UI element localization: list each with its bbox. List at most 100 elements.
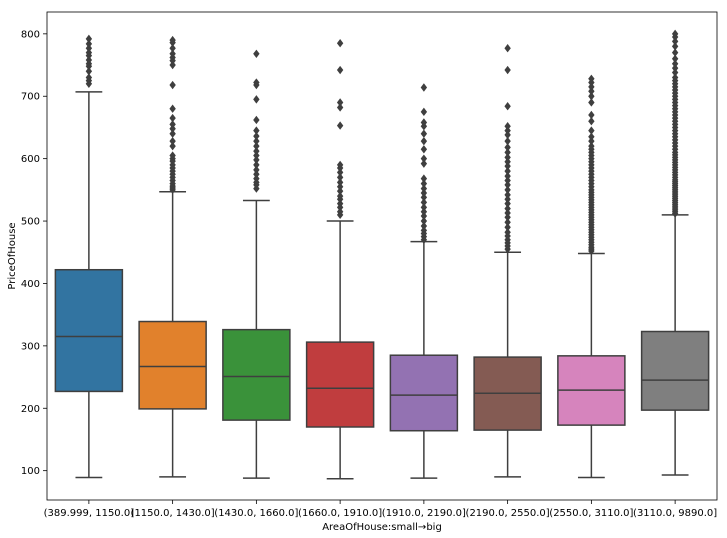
outlier-point-5-22 [420, 118, 428, 127]
outlier-point-5-4 [420, 226, 428, 235]
outlier-point-6-24 [504, 143, 511, 152]
y-tick-label-400: 400 [21, 279, 40, 290]
plot-area-background [47, 12, 717, 500]
outlier-point-7-43 [588, 126, 595, 135]
outlier-point-6-31 [504, 43, 511, 53]
outlier-point-2-18 [169, 120, 176, 129]
outlier-point-8-57 [671, 59, 679, 68]
outlier-point-2-22 [169, 60, 176, 70]
outlier-point-1-12 [85, 34, 93, 44]
outlier-point-1-11 [85, 39, 93, 49]
plot-frame [46, 11, 718, 501]
outlier-point-4-13 [336, 160, 344, 170]
outlier-point-5-11 [420, 193, 428, 202]
outlier-point-7-46 [588, 98, 595, 107]
x-tick-label-5: (1910.0, 2190.0] [382, 508, 466, 519]
outlier-point-5-6 [420, 216, 428, 226]
outlier-point-6-6 [504, 228, 511, 237]
outlier-point-8-61 [671, 37, 679, 46]
outlier-point-6-18 [504, 171, 511, 181]
outlier-point-1-10 [85, 43, 93, 53]
outlier-point-4-18 [336, 39, 344, 48]
x-tick-label-6: (2190.0, 2550.0] [466, 508, 550, 519]
outlier-point-1-3 [85, 73, 93, 82]
x-tick-label-2: (1150.0, 1430.0] [131, 508, 215, 519]
outlier-point-7-48 [588, 87, 595, 96]
outlier-point-6-11 [504, 204, 511, 213]
outlier-point-7-51 [588, 74, 595, 83]
outlier-point-8-54 [671, 73, 679, 82]
outlier-point-5-8 [420, 207, 428, 216]
outlier-point-4-10 [336, 173, 344, 182]
boxes-group [54, 91, 710, 480]
box-3 [222, 328, 291, 421]
outlier-point-6-14 [504, 190, 511, 200]
outlier-point-3-7 [253, 160, 260, 170]
outlier-point-6-15 [504, 185, 511, 195]
outlier-point-5-10 [420, 198, 428, 207]
outliers-group [85, 29, 679, 256]
outlier-point-6-29 [504, 102, 511, 111]
outlier-point-5-16 [420, 159, 428, 168]
outlier-point-3-12 [253, 136, 260, 146]
outlier-point-1-9 [85, 48, 93, 57]
outlier-point-6-28 [504, 121, 511, 131]
outlier-point-2-17 [169, 124, 176, 133]
box-1 [54, 268, 124, 393]
outlier-point-2-26 [169, 43, 176, 53]
outlier-point-3-5 [253, 170, 260, 179]
outlier-point-5-24 [420, 83, 428, 92]
outlier-point-5-12 [420, 188, 428, 198]
outlier-point-4-14 [336, 121, 344, 130]
outlier-point-2-25 [169, 49, 176, 59]
y-tick-label-700: 700 [21, 92, 40, 103]
y-tick-label-100: 100 [21, 466, 40, 477]
outlier-point-7-49 [588, 82, 595, 92]
x-axis: (389.999, 1150.0](1150.0, 1430.0] (1430.0… [44, 500, 717, 519]
outlier-point-7-44 [588, 117, 595, 126]
outlier-point-4-11 [336, 168, 344, 177]
outlier-point-5-5 [420, 221, 428, 231]
box-2 [138, 320, 207, 410]
box-5 [389, 354, 459, 432]
outlier-point-3-11 [253, 141, 260, 151]
outlier-point-2-16 [169, 129, 176, 138]
outlier-point-6-10 [504, 208, 511, 218]
y-tick-label-600: 600 [21, 154, 40, 165]
outlier-point-8-60 [671, 42, 679, 51]
y-tick-label-500: 500 [21, 217, 40, 228]
outlier-point-8-55 [671, 68, 679, 77]
outlier-point-6-23 [504, 148, 511, 157]
outlier-point-6-19 [504, 166, 511, 176]
outlier-point-5-19 [420, 136, 428, 146]
outlier-point-4-17 [336, 65, 344, 75]
outlier-point-5-9 [420, 203, 428, 212]
box-4 [305, 341, 375, 428]
outlier-point-2-19 [169, 113, 176, 123]
x-axis-label: AreaOfHouse:small→big [322, 522, 442, 533]
outlier-point-4-16 [336, 98, 344, 107]
outlier-point-2-28 [169, 35, 176, 45]
outlier-point-8-59 [671, 48, 679, 57]
y-tick-label-800: 800 [21, 29, 40, 40]
outlier-point-6-9 [504, 213, 511, 222]
outlier-point-3-6 [253, 165, 260, 175]
outlier-point-5-20 [420, 129, 428, 138]
outlier-point-3-4 [253, 174, 260, 183]
outlier-point-2-21 [169, 80, 176, 90]
outlier-point-3-8 [253, 155, 260, 165]
outlier-point-3-15 [253, 115, 260, 125]
outlier-point-7-47 [588, 92, 595, 101]
y-axis-label: PriceOfHouse [7, 222, 18, 289]
outlier-point-5-13 [420, 184, 428, 193]
outlier-point-5-15 [420, 174, 428, 183]
outlier-point-7-45 [588, 110, 595, 120]
outlier-point-4-8 [336, 182, 344, 191]
outlier-point-4-2 [336, 207, 344, 216]
x-tick-label-3: (1430.0, 1660.0] [214, 508, 298, 519]
outlier-point-6-27 [504, 126, 511, 135]
outlier-point-6-30 [504, 65, 511, 75]
outlier-point-4-7 [336, 186, 344, 196]
outlier-point-3-10 [253, 146, 260, 156]
